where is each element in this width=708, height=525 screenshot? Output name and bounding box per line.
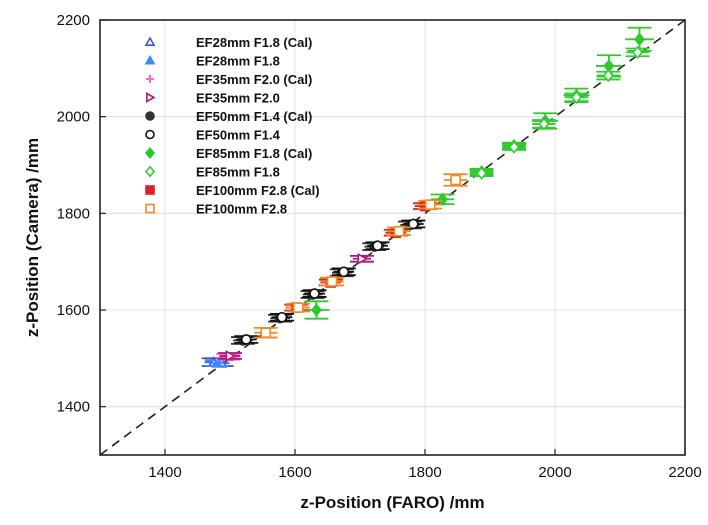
ticks-layer: 1400 1600 1800 2000 2200 1400 1600 1800 2000 2200 xyxy=(57,12,702,481)
data-point xyxy=(508,140,520,154)
data-point xyxy=(602,68,614,83)
data-point xyxy=(357,252,369,265)
legend-item: EF28mm F1.8 xyxy=(144,54,280,69)
data-point xyxy=(292,302,304,313)
data-point xyxy=(393,225,405,237)
legend-item: EF28mm F1.8 (Cal) xyxy=(144,35,312,50)
legend-label: EF35mm F2.0 (Cal) xyxy=(196,72,312,87)
legend-item: EF85mm F1.8 xyxy=(144,165,280,180)
y-tick-label: 1600 xyxy=(57,302,90,319)
legend-item: EF50mm F1.4 xyxy=(145,128,281,143)
legend-item: EF35mm F2.0 (Cal) xyxy=(146,72,312,87)
data-point xyxy=(309,288,320,299)
x-tick-label: 2200 xyxy=(668,464,701,481)
data-point xyxy=(437,192,449,206)
data-point xyxy=(276,311,288,323)
data-point xyxy=(338,266,350,278)
legend-marker xyxy=(145,111,155,121)
y-tick-label: 1400 xyxy=(57,399,90,416)
y-tick-label: 2200 xyxy=(57,12,90,29)
legend-marker xyxy=(144,54,156,65)
legend-item: EF100mm F2.8 xyxy=(145,202,287,217)
data-point xyxy=(633,32,646,46)
data-point xyxy=(424,199,436,210)
legend-label: EF85mm F1.8 xyxy=(196,165,280,180)
legend-item: EF85mm F1.8 (Cal) xyxy=(144,146,312,161)
legend-label: EF50mm F1.4 xyxy=(196,128,281,143)
legend-label: EF28mm F1.8 (Cal) xyxy=(196,35,312,50)
data-point xyxy=(450,174,461,186)
legend-marker xyxy=(144,36,156,47)
series-ef50mm-f1-4 xyxy=(234,218,426,345)
series-ef85mm-f1-8 xyxy=(469,45,650,180)
legend-marker xyxy=(145,203,155,214)
legend-item: EF35mm F2.0 xyxy=(146,91,280,106)
x-tick-label: 1800 xyxy=(408,464,441,481)
data-point xyxy=(603,59,615,73)
legend-marker xyxy=(146,92,156,103)
legend-marker xyxy=(146,75,154,83)
grid-layer xyxy=(100,19,686,455)
data-point xyxy=(407,218,419,230)
data-point xyxy=(240,334,252,345)
legend-label: EF100mm F2.8 (Cal) xyxy=(196,183,320,198)
legend-marker xyxy=(144,165,156,178)
legend-label: EF100mm F2.8 xyxy=(196,202,287,217)
legend: EF28mm F1.8 (Cal) EF28mm F1.8 EF35mm F2.0 … xyxy=(144,35,320,217)
plot-frame xyxy=(99,19,686,456)
x-tick-label: 2000 xyxy=(538,464,571,481)
legend-label: EF85mm F1.8 (Cal) xyxy=(196,146,312,161)
data-point xyxy=(260,327,272,339)
y-tick-label: 2000 xyxy=(57,109,90,126)
data-point xyxy=(225,350,237,362)
y-axis-label: z-Position (Camera) /mm xyxy=(23,138,42,337)
data-point xyxy=(538,117,550,131)
data-point xyxy=(211,357,223,368)
data-point xyxy=(372,240,383,252)
legend-marker xyxy=(145,129,155,140)
data-point xyxy=(632,45,644,60)
legend-marker xyxy=(144,146,156,160)
series-ef100mm-f2-8 xyxy=(253,173,468,339)
legend-label: EF50mm F1.4 (Cal) xyxy=(196,109,312,124)
data-point xyxy=(570,90,582,104)
x-tick-label: 1600 xyxy=(278,464,311,481)
y-tick-label: 1800 xyxy=(57,205,90,222)
data-point xyxy=(326,276,338,287)
legend-marker xyxy=(145,185,155,195)
legend-label: EF28mm F1.8 xyxy=(196,54,280,69)
x-tick-label: 1400 xyxy=(148,464,181,481)
points-layer xyxy=(201,26,654,368)
data-point xyxy=(476,166,488,180)
legend-item: EF50mm F1.4 (Cal) xyxy=(145,109,312,124)
data-point xyxy=(310,303,322,317)
x-axis-label: z-Position (FARO) /mm xyxy=(300,493,484,512)
legend-label: EF35mm F2.0 xyxy=(196,91,280,106)
series-ef35mm-f2-0 xyxy=(218,252,374,362)
legend-item: EF100mm F2.8 (Cal) xyxy=(145,183,320,198)
